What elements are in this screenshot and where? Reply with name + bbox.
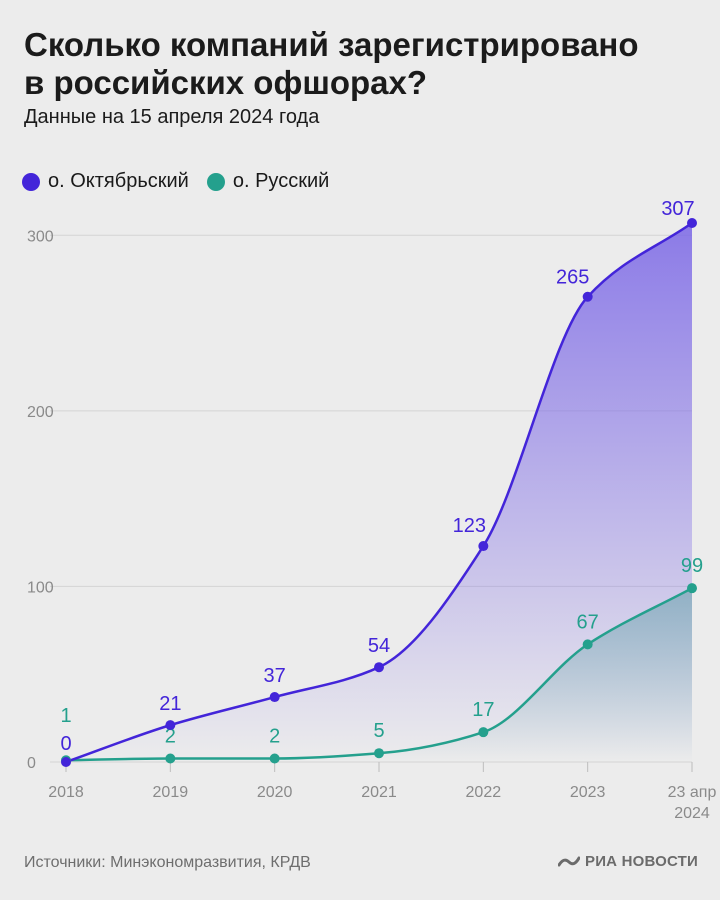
data-label-russky: 67	[577, 611, 599, 633]
point-oktyabrsky	[269, 692, 280, 703]
point-russky	[582, 639, 593, 650]
legend-marker-oktyabrsky	[22, 172, 40, 191]
legend: о. Октябрьский о. Русский	[22, 170, 347, 193]
y-tick-label-0: 0	[27, 755, 36, 772]
data-label-oktyabrsky: 0	[60, 733, 71, 755]
x-tick-label: 23 апр 2024	[668, 784, 717, 822]
chart-title: Сколько компаний зарегистрировано в росс…	[24, 26, 639, 101]
source-note: Источники: Минэкономразвития, КРДВ	[24, 854, 311, 871]
point-oktyabrsky	[165, 720, 176, 731]
y-tick-label-300: 300	[27, 228, 54, 245]
ria-logo-text: РИА НОВОСТИ	[584, 853, 698, 870]
ria-logo-icon	[557, 856, 580, 866]
data-label-oktyabrsky: 37	[264, 665, 286, 687]
x-tick-label: 2023	[570, 784, 606, 801]
point-oktyabrsky	[374, 662, 384, 673]
data-label-russky: 5	[373, 720, 384, 742]
point-russky	[478, 727, 489, 738]
point-russky	[687, 583, 697, 594]
point-oktyabrsky	[61, 757, 71, 767]
data-label-oktyabrsky: 21	[159, 693, 181, 715]
chart-subtitle: Данные на 15 апреля 2024 года	[24, 106, 320, 128]
ria-logo: РИА НОВОСТИ	[557, 853, 698, 870]
x-tick-label: 2018	[48, 784, 84, 801]
legend-label-oktyabrsky: о. Октябрьский	[48, 170, 189, 192]
y-tick-label-100: 100	[27, 579, 54, 596]
point-russky	[165, 753, 176, 764]
data-label-russky: 99	[681, 555, 703, 577]
data-label-oktyabrsky: 265	[556, 267, 589, 289]
point-oktyabrsky	[478, 541, 489, 552]
data-label-russky: 2	[269, 725, 280, 747]
legend-item-russky: о. Русский	[206, 170, 330, 193]
x-tick-label: 2019	[153, 784, 189, 801]
point-russky	[269, 753, 280, 764]
area-oktyabrsky	[66, 223, 692, 762]
data-label-russky: 17	[472, 699, 494, 721]
data-label-russky: 1	[60, 705, 71, 727]
x-tick-label: 2020	[257, 784, 293, 801]
point-russky	[374, 748, 384, 759]
legend-marker-russky	[206, 172, 225, 191]
y-tick-label-200: 200	[27, 404, 54, 421]
legend-label-russky: о. Русский	[232, 170, 330, 192]
point-oktyabrsky	[582, 291, 593, 302]
x-tick-label: 2021	[361, 784, 397, 801]
x-tick-label: 2022	[466, 784, 502, 801]
point-oktyabrsky	[687, 218, 697, 228]
data-label-oktyabrsky: 123	[453, 515, 486, 537]
data-label-russky: 2	[165, 725, 176, 747]
data-label-oktyabrsky: 54	[368, 635, 390, 657]
area-russky	[66, 588, 692, 762]
data-label-oktyabrsky: 307	[661, 198, 694, 220]
legend-item-oktyabrsky: о. Октябрьский	[22, 170, 189, 193]
